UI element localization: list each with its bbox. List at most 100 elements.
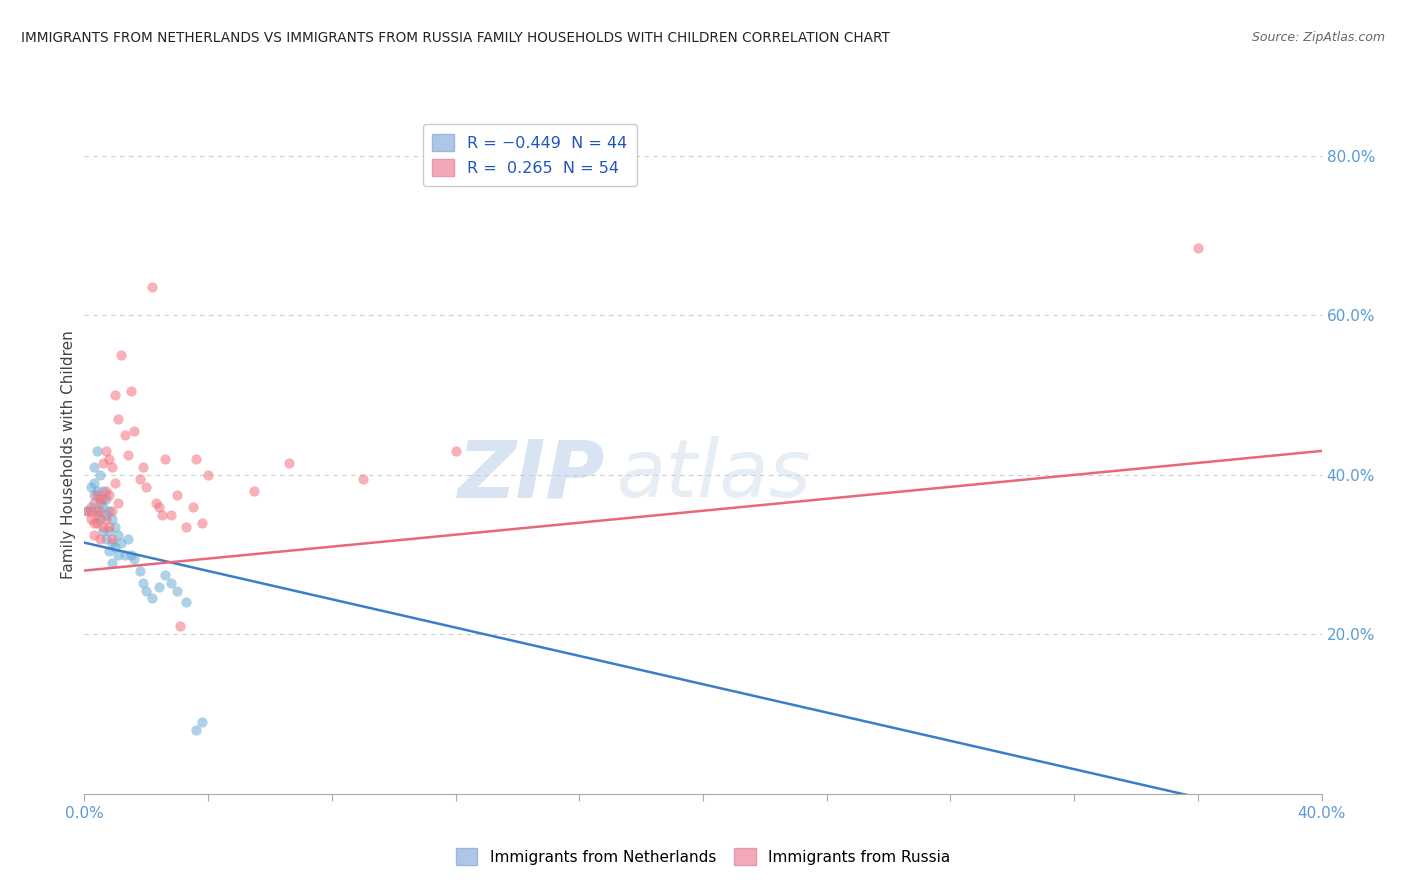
Point [98, 451, 121, 466]
Text: IMMIGRANTS FROM NETHERLANDS VS IMMIGRANTS FROM RUSSIA FAMILY HOUSEHOLDS WITH CHI: IMMIGRANTS FROM NETHERLANDS VS IMMIGRANT… [21, 31, 890, 45]
Point [107, 548, 129, 562]
Point [184, 723, 207, 737]
Point [79, 500, 101, 514]
Point [160, 508, 183, 522]
Point [101, 459, 124, 474]
Point [181, 500, 204, 514]
Legend: R = −0.449  N = 44, R =  0.265  N = 54: R = −0.449 N = 44, R = 0.265 N = 54 [423, 124, 637, 186]
Point [110, 535, 132, 549]
Point [98, 488, 121, 502]
Point [101, 504, 124, 518]
Point [148, 500, 170, 514]
Point [83, 496, 105, 510]
Point [83, 459, 105, 474]
Text: atlas: atlas [616, 436, 811, 515]
Point [135, 583, 157, 598]
Point [120, 384, 142, 398]
Point [101, 535, 124, 549]
Point [79, 512, 101, 526]
Point [153, 567, 176, 582]
Point [89, 504, 111, 518]
Point [94, 491, 117, 506]
Point [110, 348, 132, 362]
Point [107, 412, 129, 426]
Text: Source: ZipAtlas.com: Source: ZipAtlas.com [1251, 31, 1385, 45]
Point [132, 459, 155, 474]
Point [114, 428, 136, 442]
Point [132, 575, 155, 590]
Point [150, 508, 173, 522]
Point [89, 491, 111, 506]
Point [94, 512, 117, 526]
Point [184, 451, 207, 466]
Point [89, 467, 111, 482]
Point [243, 483, 266, 498]
Point [166, 488, 188, 502]
Point [86, 508, 108, 522]
Point [166, 583, 188, 598]
Point [89, 512, 111, 526]
Point [91, 483, 114, 498]
Point [94, 444, 117, 458]
Point [101, 512, 124, 526]
Point [141, 280, 163, 294]
Point [86, 504, 108, 518]
Point [94, 532, 117, 546]
Point [104, 388, 127, 402]
Point [135, 480, 157, 494]
Legend: Immigrants from Netherlands, Immigrants from Russia: Immigrants from Netherlands, Immigrants … [450, 842, 956, 871]
Point [191, 715, 214, 730]
Point [191, 516, 214, 530]
Point [114, 548, 136, 562]
Point [79, 480, 101, 494]
Point [94, 508, 117, 522]
Point [89, 496, 111, 510]
Point [107, 527, 129, 541]
Point [91, 500, 114, 514]
Point [91, 456, 114, 470]
Point [148, 580, 170, 594]
Point [98, 524, 121, 538]
Point [91, 491, 114, 506]
Point [104, 519, 127, 533]
Point [104, 475, 127, 490]
Point [98, 519, 121, 533]
Point [98, 543, 121, 558]
Point [86, 488, 108, 502]
Point [117, 532, 139, 546]
Point [129, 472, 152, 486]
Point [76, 504, 98, 518]
Point [86, 444, 108, 458]
Point [122, 424, 145, 438]
Point [83, 488, 105, 502]
Point [122, 551, 145, 566]
Point [101, 532, 124, 546]
Point [176, 595, 198, 609]
Point [1187, 241, 1209, 255]
Point [101, 556, 124, 570]
Point [145, 496, 167, 510]
Y-axis label: Family Households with Children: Family Households with Children [60, 331, 76, 579]
Point [197, 467, 219, 482]
Point [98, 504, 121, 518]
Point [141, 591, 163, 606]
Point [94, 483, 117, 498]
Point [117, 448, 139, 462]
Point [169, 619, 191, 633]
Point [129, 564, 152, 578]
Point [76, 504, 98, 518]
Point [104, 540, 127, 554]
Point [107, 496, 129, 510]
Point [86, 516, 108, 530]
Point [89, 532, 111, 546]
Point [86, 483, 108, 498]
Point [120, 548, 142, 562]
Point [444, 444, 467, 458]
Point [277, 456, 299, 470]
Text: ZIP: ZIP [457, 436, 605, 515]
Point [153, 451, 176, 466]
Point [83, 527, 105, 541]
Point [176, 519, 198, 533]
Point [352, 472, 374, 486]
Point [91, 524, 114, 538]
